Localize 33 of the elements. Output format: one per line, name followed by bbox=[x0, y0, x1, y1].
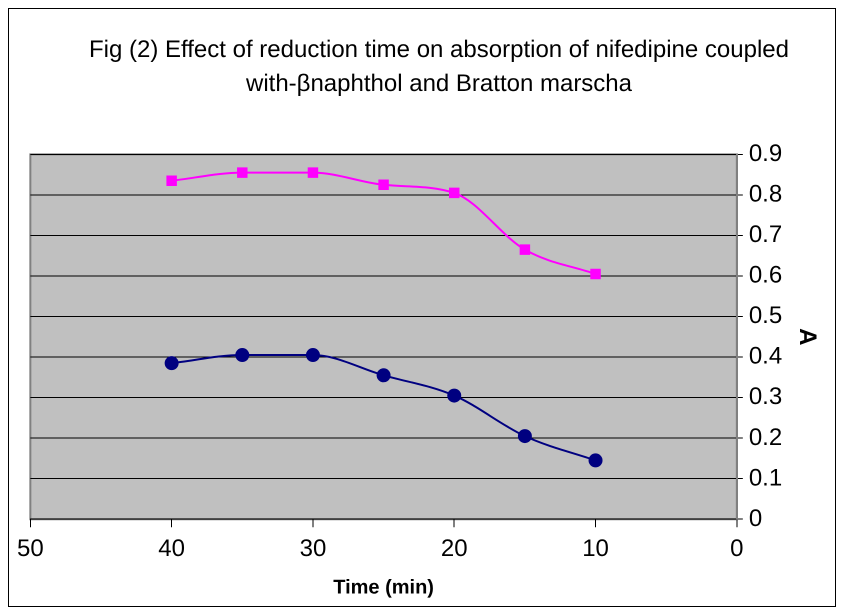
x-axis-title: Time (min) bbox=[333, 576, 434, 599]
y-tick-label: 0.9 bbox=[748, 140, 782, 168]
y-tick-label: 0.3 bbox=[748, 383, 782, 410]
point bbox=[590, 268, 601, 280]
y-tick-label: 0 bbox=[748, 504, 762, 532]
point bbox=[308, 167, 318, 178]
y-tick-label: 0.4 bbox=[748, 342, 782, 370]
y-tick-label: 0.7 bbox=[748, 221, 782, 248]
chart-title: Fig (2) Effect of reduction time on absorption of nifedipine coupled with-βnaphthol and Bratton marscha bbox=[89, 35, 789, 99]
point bbox=[376, 368, 391, 382]
point bbox=[447, 388, 462, 403]
point bbox=[164, 356, 179, 370]
point bbox=[449, 188, 460, 198]
x-tick-label: 0 bbox=[730, 535, 744, 562]
x-tick-label: 40 bbox=[158, 535, 185, 562]
y-tick-label: 0.1 bbox=[748, 464, 782, 492]
y-tick-label: 0.8 bbox=[748, 180, 782, 208]
y-tick-label: 0.6 bbox=[748, 262, 782, 289]
y-tick-label: 0.5 bbox=[748, 302, 782, 330]
y-axis-title: A bbox=[794, 328, 821, 346]
point bbox=[166, 176, 177, 186]
point bbox=[518, 429, 532, 444]
y-tick-label: 0.2 bbox=[748, 424, 782, 451]
point bbox=[588, 453, 603, 468]
x-tick-label: 20 bbox=[440, 535, 468, 562]
point bbox=[306, 348, 320, 362]
point bbox=[520, 244, 530, 255]
point bbox=[235, 348, 250, 362]
point bbox=[237, 167, 248, 178]
x-tick-label: 30 bbox=[300, 535, 326, 562]
x-tick-label: 50 bbox=[16, 535, 44, 562]
point bbox=[378, 180, 389, 190]
x-tick-label: 10 bbox=[582, 535, 609, 562]
